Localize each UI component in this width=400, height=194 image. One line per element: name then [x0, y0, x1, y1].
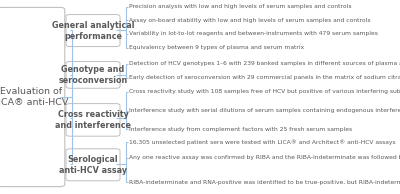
- FancyBboxPatch shape: [66, 104, 120, 136]
- Text: Serological
anti-HCV assay: Serological anti-HCV assay: [59, 155, 127, 175]
- Text: Cross reactivity
and interference: Cross reactivity and interference: [55, 110, 131, 130]
- FancyBboxPatch shape: [66, 61, 120, 88]
- Text: Any one reactive assay was confirmed by RIBA and the RIBA-indeterminate was foll: Any one reactive assay was confirmed by …: [129, 155, 400, 160]
- Text: Variability in lot-to-lot reagents and between-instruments with 479 serum sample: Variability in lot-to-lot reagents and b…: [129, 31, 378, 36]
- FancyBboxPatch shape: [0, 7, 65, 187]
- Text: Evaluation of
LICA® anti-HCV: Evaluation of LICA® anti-HCV: [0, 87, 69, 107]
- Text: Detection of HCV genotypes 1–6 with 239 banked samples in different sources of p: Detection of HCV genotypes 1–6 with 239 …: [129, 61, 400, 66]
- Text: 16,305 unselected patient sera were tested with LICA® and Architect® anti-HCV as: 16,305 unselected patient sera were test…: [129, 139, 395, 145]
- Text: Early detection of seroconversion with 29 commercial panels in the matrix of sod: Early detection of seroconversion with 2…: [129, 75, 400, 80]
- Text: Genotype and
seroconversion: Genotype and seroconversion: [58, 65, 128, 85]
- Text: Interference study from complement factors with 25 fresh serum samples: Interference study from complement facto…: [129, 127, 352, 132]
- Text: General analytical
performance: General analytical performance: [52, 21, 134, 41]
- Text: Equivalency between 9 types of plasma and serum matrix: Equivalency between 9 types of plasma an…: [129, 45, 304, 50]
- Text: Interference study with serial dilutions of serum samples containing endogenous : Interference study with serial dilutions…: [129, 108, 400, 113]
- Text: Assay on-board stability with low and high levels of serum samples and controls: Assay on-board stability with low and hi…: [129, 18, 370, 23]
- FancyBboxPatch shape: [66, 149, 120, 181]
- Text: Precision analysis with low and high levels of serum samples and controls: Precision analysis with low and high lev…: [129, 4, 351, 9]
- FancyBboxPatch shape: [66, 15, 120, 47]
- Text: Cross reactivity study with 108 samples free of HCV but positive of various inte: Cross reactivity study with 108 samples …: [129, 89, 400, 94]
- Text: RIBA-indeterminate and RNA-positive was identified to be true-positive, but RIBA: RIBA-indeterminate and RNA-positive was …: [129, 179, 400, 185]
